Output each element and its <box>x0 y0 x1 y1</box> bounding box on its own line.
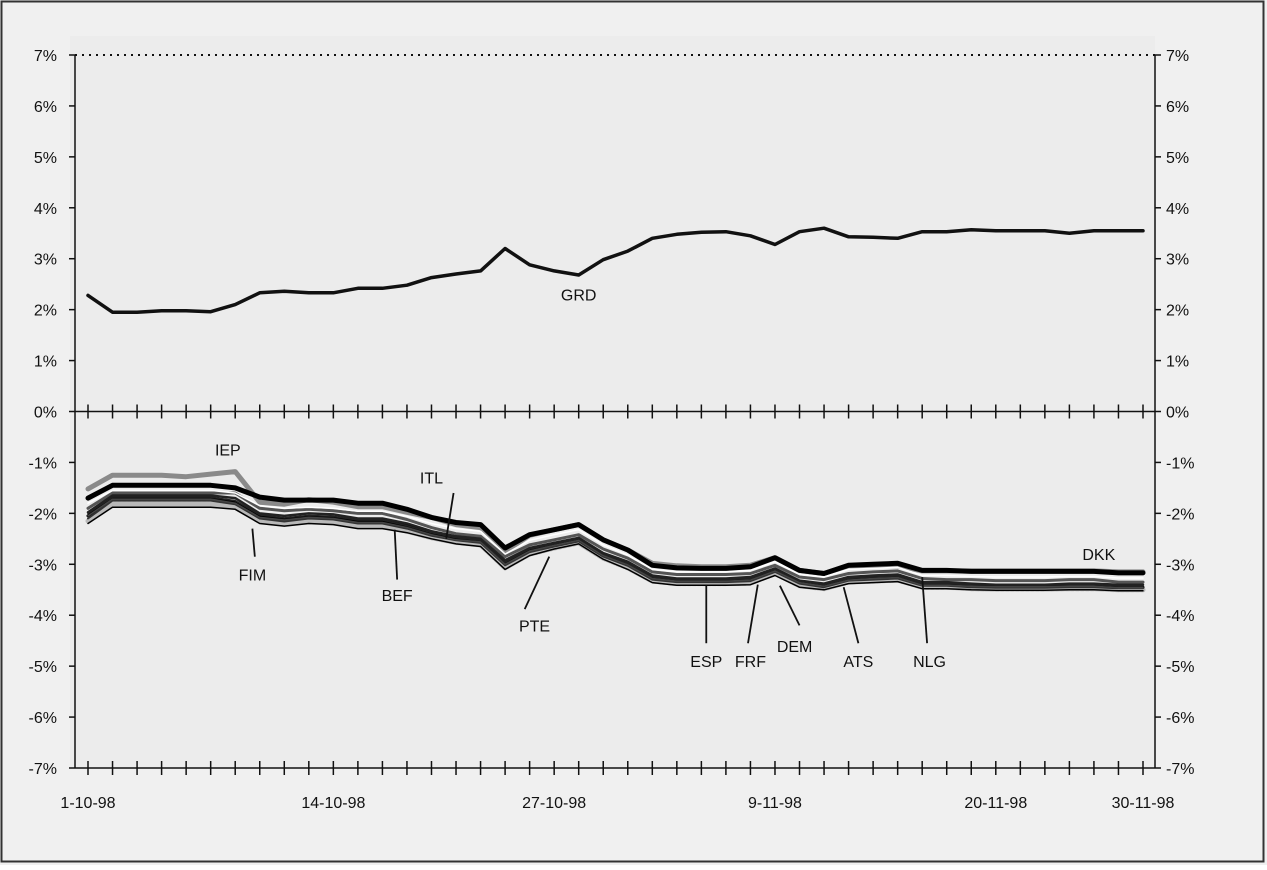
y-tick-label-left: 6% <box>34 99 57 116</box>
annotation-labels: GRD IEP ITL FIM BEF PTE ESP FRF DEM ATS NLG DKK <box>215 287 1116 671</box>
series-label-dkk: DKK <box>1082 547 1115 564</box>
series-label-grd: GRD <box>561 287 597 304</box>
y-tick-label-right: 7% <box>1166 48 1189 65</box>
series-label-fim: FIM <box>239 567 267 584</box>
leader-line-ats <box>842 586 860 644</box>
y-tick-label-right: -7% <box>1166 761 1194 778</box>
series-line-itl <box>86 491 1145 584</box>
series-label-frf: FRF <box>735 654 766 671</box>
series-label-nlg: NLG <box>913 654 946 671</box>
leader-line-fim <box>251 528 256 557</box>
series-line-nlg <box>87 489 1144 579</box>
y-tick-label-right: 4% <box>1166 201 1189 218</box>
y-tick-label-left: -6% <box>29 710 57 727</box>
y-tick-label-left: 0% <box>34 405 57 422</box>
y-tick-label-left: 2% <box>34 303 57 320</box>
series-line-dkk <box>85 482 1146 576</box>
leader-line-bef <box>393 529 399 580</box>
x-tick-label: 20-11-98 <box>964 795 1027 812</box>
series-line-esp <box>85 501 1146 593</box>
leader-line-pte <box>523 556 551 610</box>
leader-line-dem <box>779 585 801 626</box>
y-tick-label-right: -3% <box>1166 557 1194 574</box>
y-tick-label-right: 2% <box>1166 303 1189 320</box>
series-label-itl: ITL <box>420 471 443 488</box>
series-line-frf <box>87 498 1144 589</box>
series-line-grd <box>86 226 1145 314</box>
plot-area <box>70 36 1155 769</box>
y-tick-label-left: 4% <box>34 201 57 218</box>
y-tick-label-right: 0% <box>1166 405 1189 422</box>
y-tick-label-left: -3% <box>29 557 57 574</box>
leader-line-itl <box>445 492 455 539</box>
y-tick-label-left: -4% <box>29 608 57 625</box>
x-tick-label: 1-10-98 <box>60 795 115 812</box>
y-tick-label-right: -5% <box>1166 659 1194 676</box>
series-line-bef <box>86 494 1145 586</box>
x-tick-label: 27-10-98 <box>522 795 586 812</box>
y-tick-label-left: 3% <box>34 252 57 269</box>
x-tick-label: 9-11-98 <box>748 795 802 812</box>
series-label-bef: BEF <box>382 588 413 605</box>
series-line-ats <box>87 496 1144 587</box>
series-line-dem <box>87 506 1144 592</box>
y-tick-label-right: -2% <box>1166 506 1194 523</box>
leader-line-frf <box>747 584 759 644</box>
y-tick-label-left: -5% <box>29 659 57 676</box>
y-tick-label-right: -1% <box>1166 455 1194 472</box>
series-lines <box>85 226 1146 593</box>
y-tick-label-left: 7% <box>34 48 57 65</box>
y-tick-label-left: -1% <box>29 455 57 472</box>
series-line-pte <box>87 499 1144 590</box>
y-tick-label-right: 6% <box>1166 99 1189 116</box>
leader-line-nlg <box>921 576 928 644</box>
y-tick-label-right: 5% <box>1166 150 1189 167</box>
axes: 7% 7% 6% 6% 5% 5% 4% 4% 3% 3% 2% 2% 1% 1% 0% 0% -1% -1% -2… <box>29 48 1195 812</box>
series-label-dem: DEM <box>777 639 813 656</box>
series-label-ats: ATS <box>843 654 873 671</box>
series-label-iep: IEP <box>215 443 241 460</box>
y-tick-label-left: 1% <box>34 354 57 371</box>
y-tick-label-right: 1% <box>1166 354 1189 371</box>
annotation-leaders <box>251 492 928 644</box>
y-tick-label-right: -4% <box>1166 608 1194 625</box>
y-tick-label-right: 3% <box>1166 252 1189 269</box>
y-tick-label-left: -7% <box>29 761 57 778</box>
series-label-pte: PTE <box>519 618 550 635</box>
y-tick-label-right: -6% <box>1166 710 1194 727</box>
y-tick-label-left: 5% <box>34 150 57 167</box>
x-tick-label: 14-10-98 <box>301 795 365 812</box>
series-label-esp: ESP <box>690 654 722 671</box>
y-tick-label-left: -2% <box>29 506 57 523</box>
x-tick-label: 30-11-98 <box>1112 795 1175 812</box>
